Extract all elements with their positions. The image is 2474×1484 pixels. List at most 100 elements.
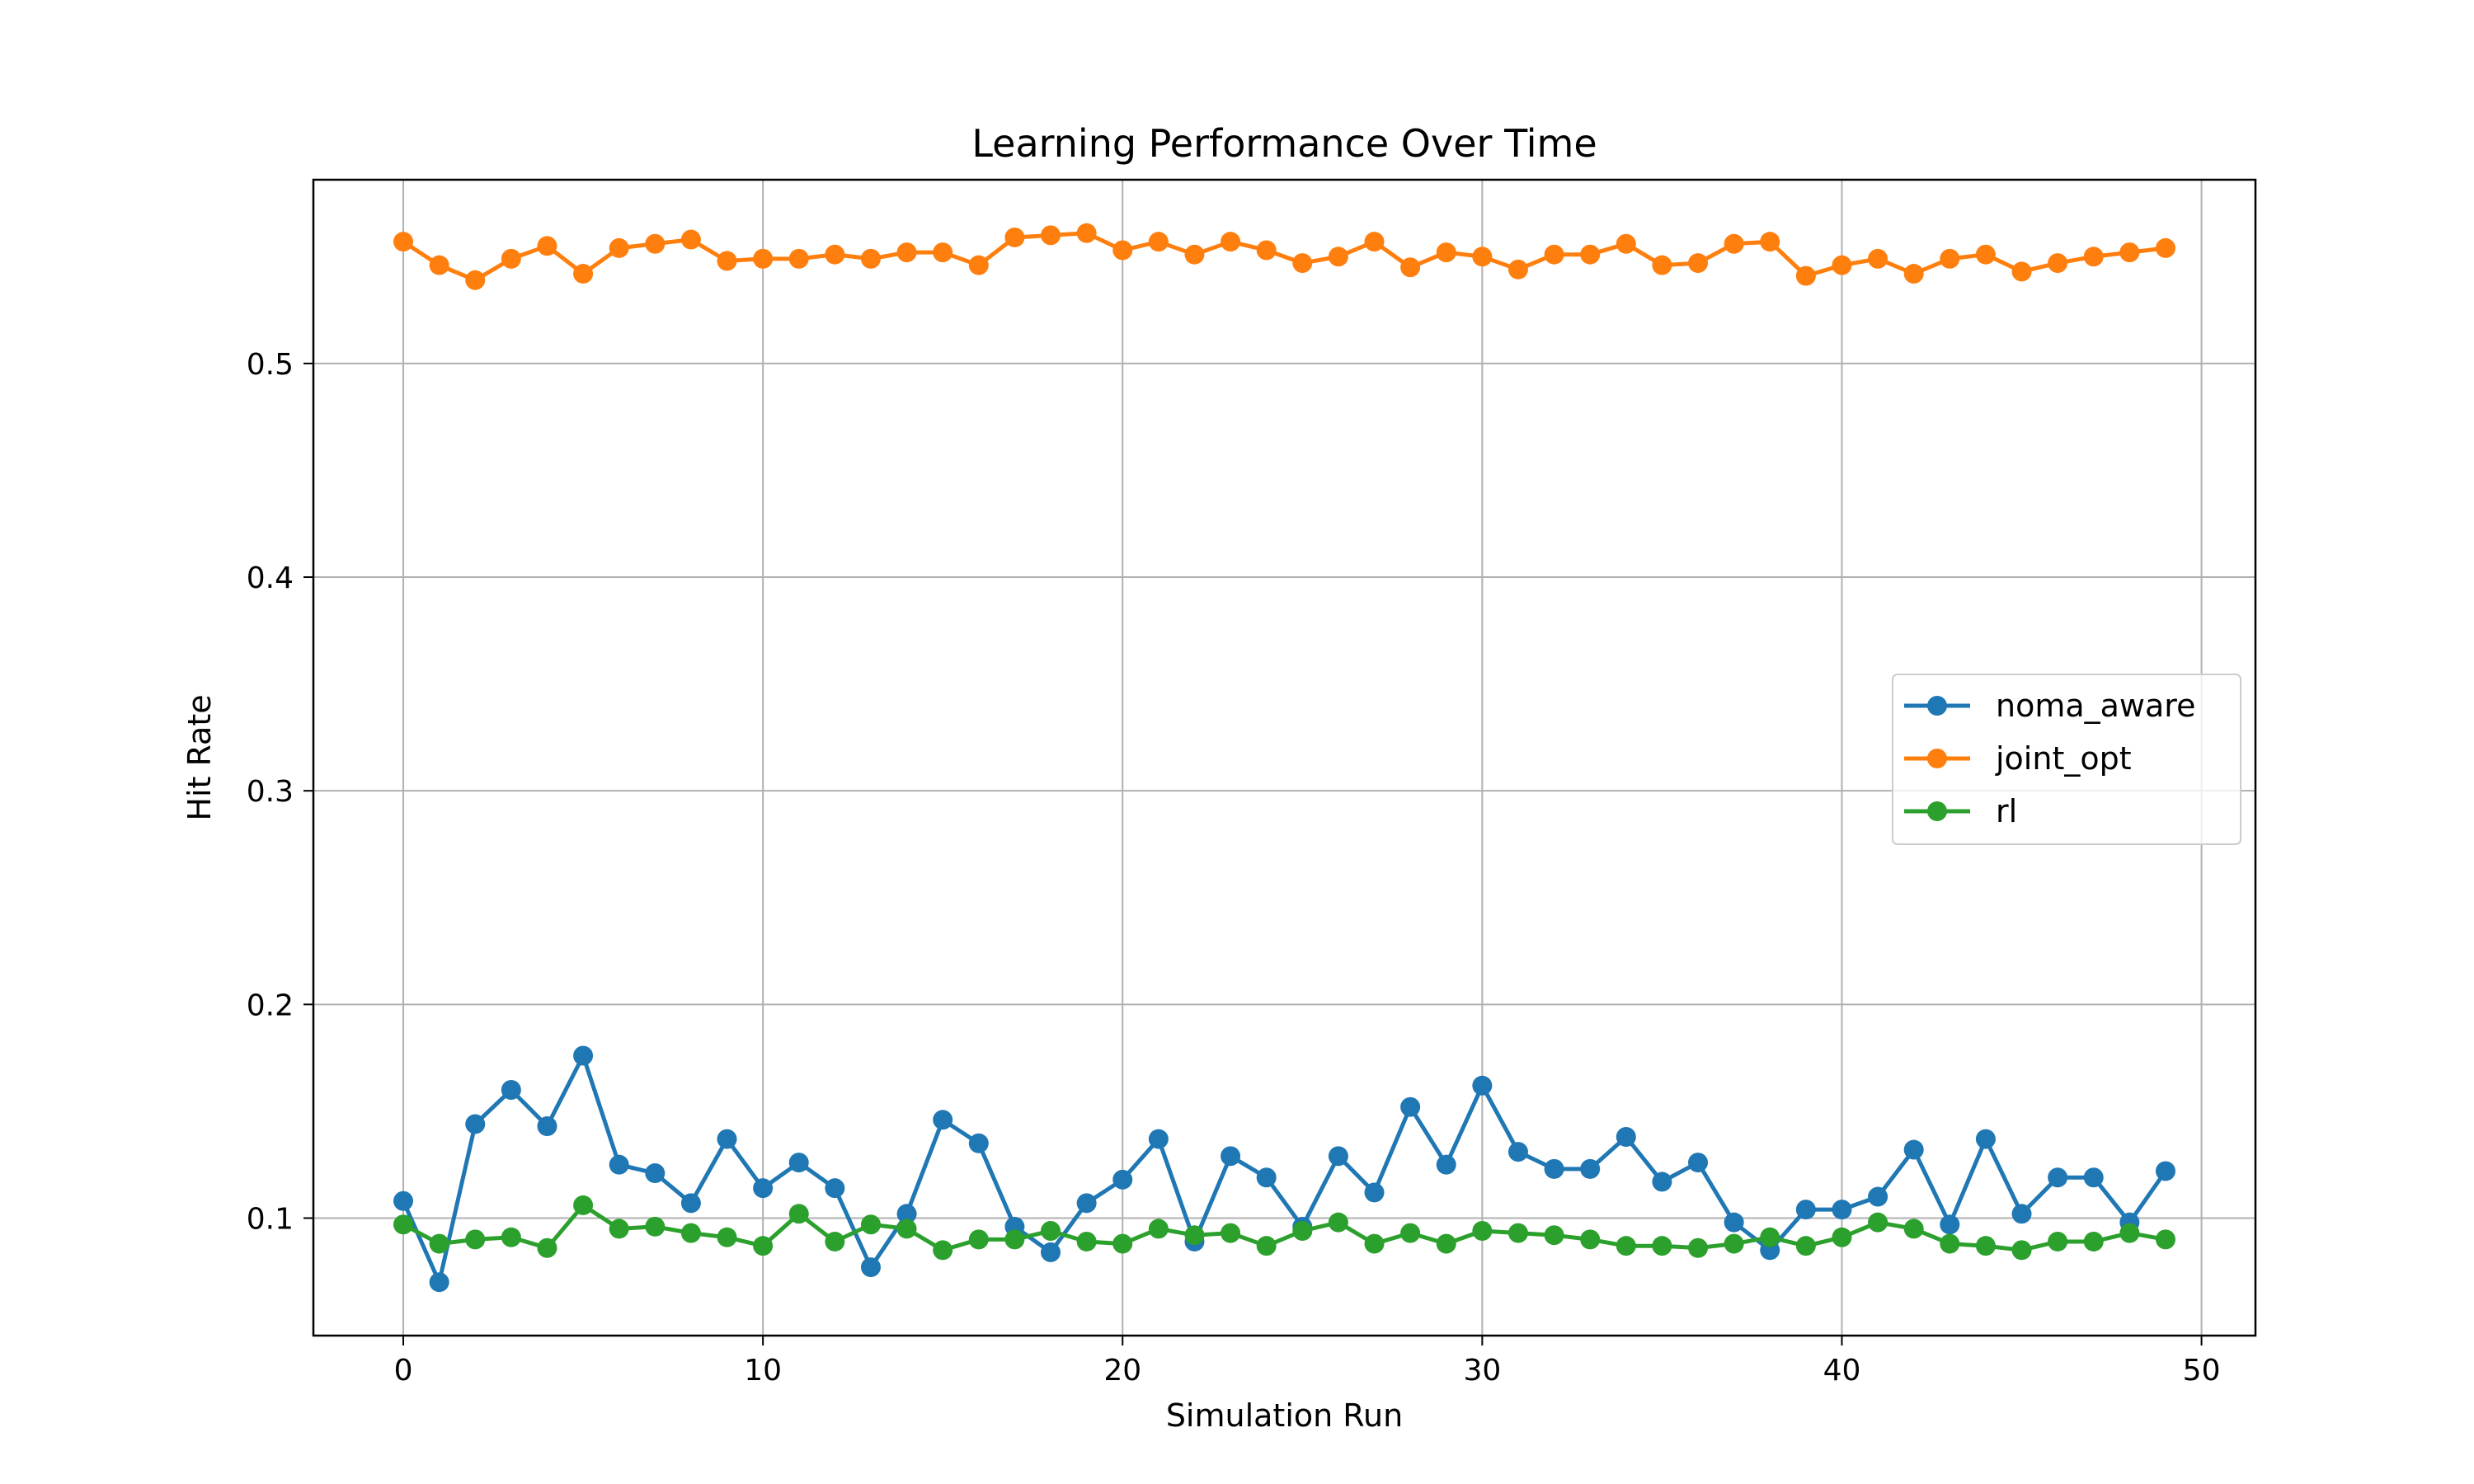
data-point: [1724, 233, 1744, 254]
series-noma-aware: [393, 1045, 2175, 1293]
data-point: [753, 1178, 774, 1199]
y-axis-ticks: 0.1 0.2 0.3 0.4 0.5: [247, 348, 313, 1236]
data-point: [429, 1233, 449, 1254]
y-tick-label: 0.1: [247, 1202, 294, 1236]
data-point: [1256, 1167, 1277, 1188]
data-point: [860, 1257, 881, 1278]
data-point: [2048, 1231, 2068, 1252]
data-point: [393, 232, 414, 252]
legend-label: noma_aware: [1996, 688, 2195, 724]
data-point: [1041, 225, 1061, 246]
data-point: [1975, 1129, 1996, 1149]
data-point: [896, 1219, 917, 1239]
x-axis-label: Simulation Run: [1166, 1397, 1403, 1434]
data-point: [1400, 1223, 1421, 1243]
data-point: [968, 255, 989, 275]
data-point: [1436, 1233, 1456, 1254]
data-point: [1940, 1214, 1960, 1235]
data-point: [1364, 1233, 1385, 1254]
data-point: [680, 1223, 701, 1243]
data-point: [933, 1110, 953, 1130]
data-point: [1364, 1182, 1385, 1203]
data-point: [1400, 257, 1421, 278]
data-point: [753, 1236, 774, 1256]
data-point: [1795, 1236, 1816, 1256]
data-point: [717, 251, 737, 271]
data-point: [933, 1240, 953, 1261]
data-point: [1832, 255, 1852, 275]
data-point: [1076, 1231, 1097, 1252]
data-point: [1580, 1158, 1601, 1179]
data-point: [1724, 1233, 1744, 1254]
data-point: [1364, 232, 1385, 252]
data-point: [1221, 1223, 1241, 1243]
data-point: [2011, 261, 2032, 282]
data-point: [1868, 1212, 1888, 1233]
data-point: [573, 1045, 594, 1066]
data-point: [1544, 244, 1564, 265]
data-point: [1328, 1146, 1348, 1167]
data-point: [1400, 1097, 1421, 1117]
data-point: [393, 1214, 414, 1235]
x-axis-ticks: 0 10 20 30 40 50: [394, 1336, 2220, 1388]
x-tick-label: 0: [394, 1354, 413, 1388]
chart-title: Learning Performance Over Time: [971, 121, 1597, 166]
data-point: [1256, 240, 1277, 261]
data-point: [501, 1079, 521, 1100]
data-point: [1688, 1237, 1709, 1258]
data-point: [1688, 253, 1709, 274]
y-axis-label: Hit Rate: [181, 694, 218, 820]
data-point: [717, 1129, 737, 1149]
data-point: [1724, 1212, 1744, 1233]
data-point: [788, 1204, 809, 1224]
data-point: [2083, 247, 2104, 267]
data-point: [717, 1227, 737, 1247]
data-point: [1041, 1242, 1061, 1262]
data-point: [393, 1190, 414, 1211]
data-point: [1112, 240, 1133, 261]
data-point: [1184, 1225, 1205, 1246]
legend-frame: [1892, 674, 2241, 845]
data-point: [933, 242, 953, 263]
data-point: [1975, 1236, 1996, 1256]
data-point: [1292, 1221, 1313, 1242]
data-point: [753, 248, 774, 269]
data-point: [1221, 232, 1241, 252]
data-point: [1436, 1154, 1456, 1175]
data-point: [1507, 259, 1528, 279]
series-layer: [393, 223, 2175, 1293]
data-point: [429, 255, 449, 275]
data-point: [1328, 247, 1348, 267]
data-point: [1652, 1236, 1672, 1256]
y-tick-label: 0.4: [247, 561, 294, 595]
data-point: [429, 1272, 449, 1293]
data-point: [1832, 1200, 1852, 1220]
data-point: [825, 1231, 845, 1252]
data-point: [1903, 264, 1924, 284]
data-point: [1903, 1139, 1924, 1160]
data-point: [2083, 1167, 2104, 1188]
data-point: [860, 248, 881, 269]
data-point: [1868, 1186, 1888, 1207]
data-point: [2155, 1229, 2175, 1250]
data-point: [825, 1178, 845, 1199]
data-point: [609, 1219, 629, 1239]
data-point: [501, 248, 521, 269]
data-point: [1184, 244, 1205, 265]
data-point: [1507, 1223, 1528, 1243]
data-point: [573, 1195, 594, 1215]
data-point: [2119, 1223, 2140, 1243]
data-point: [1004, 227, 1025, 247]
data-point: [1940, 248, 1960, 269]
data-point: [609, 237, 629, 258]
data-point: [645, 1163, 666, 1184]
data-point: [1076, 1193, 1097, 1214]
data-point: [1832, 1227, 1852, 1247]
data-point: [1148, 232, 1169, 252]
x-tick-label: 20: [1103, 1354, 1141, 1388]
legend-marker: [1927, 801, 1947, 821]
data-point: [465, 1114, 486, 1134]
plot-frame: [312, 178, 2257, 1337]
grid-lines: [313, 180, 2255, 1336]
